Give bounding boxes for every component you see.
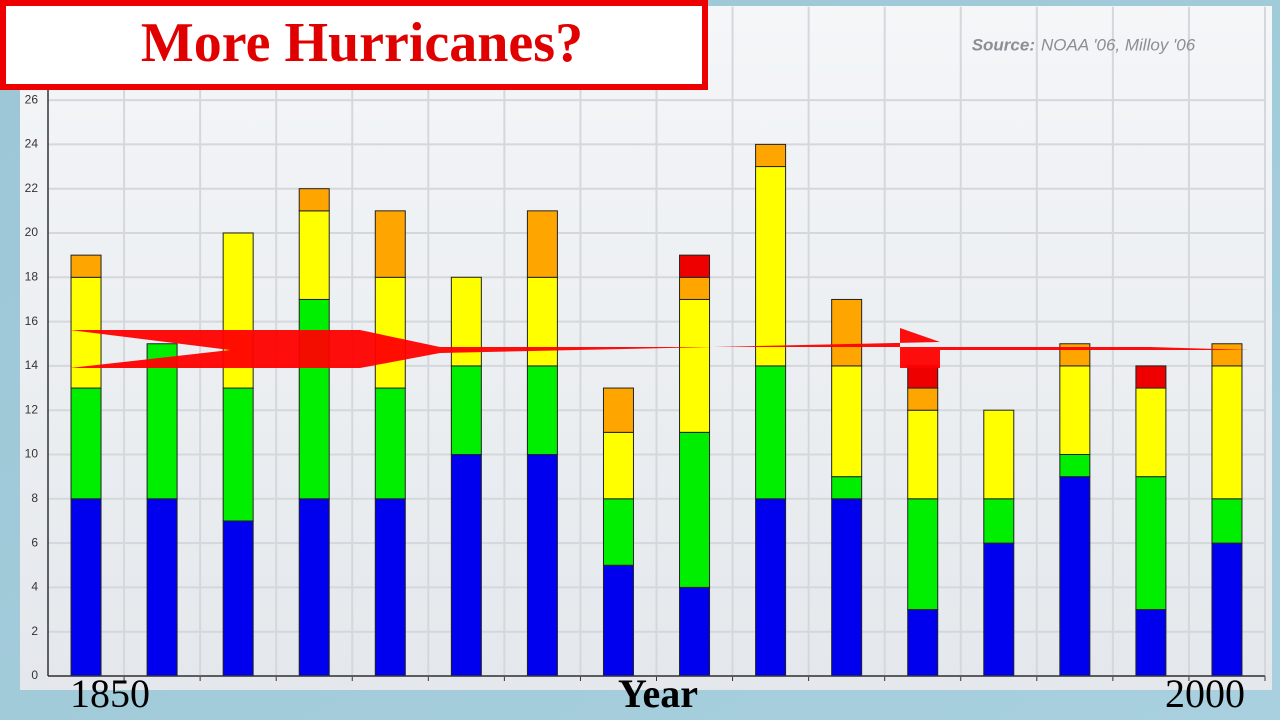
bar-segment (374, 387, 406, 500)
bar-segment (602, 498, 634, 566)
bar-segment (1211, 498, 1243, 544)
y-tick-label: 22 (25, 181, 39, 195)
bar-segment (983, 409, 1015, 500)
y-tick-label: 18 (25, 269, 39, 283)
bar-segment (755, 143, 787, 168)
y-tick-label: 26 (25, 92, 39, 106)
y-tick-label: 14 (25, 358, 39, 372)
bar-segment (679, 276, 711, 300)
bar-segment (907, 387, 939, 411)
bar-segment (983, 498, 1015, 544)
bar-segment (374, 210, 406, 278)
bar-segment (374, 276, 406, 389)
bar-segment (1135, 387, 1167, 478)
bar-segment (298, 498, 330, 677)
bar-segment (755, 166, 787, 367)
bar-segment (679, 298, 711, 433)
bar-segment (907, 409, 939, 500)
bar-segment (755, 365, 787, 500)
bar-segment (146, 498, 178, 677)
chart-title: More Hurricanes? (141, 12, 583, 74)
bar-segment (1059, 365, 1091, 455)
bar-segment (526, 453, 558, 677)
y-tick-label: 0 (31, 668, 38, 682)
x-tick-label: 2000 (1165, 671, 1245, 716)
bar-segment (679, 586, 711, 677)
bar-segment (831, 476, 863, 500)
source-label: Source: (972, 35, 1035, 54)
y-tick-label: 16 (25, 314, 39, 328)
bar-segment (298, 188, 330, 212)
bar-segment (1135, 365, 1167, 389)
bar-segment (70, 254, 102, 278)
bar-segment (679, 254, 711, 278)
y-tick-label: 10 (25, 447, 39, 461)
bar-segment (755, 498, 787, 677)
bar-segment (1211, 365, 1243, 500)
bar-segment (1211, 542, 1243, 677)
bar-segment (526, 365, 558, 455)
bar-segment (907, 609, 939, 677)
y-tick-label: 24 (25, 137, 39, 151)
bar-segment (526, 210, 558, 278)
bar-segment (831, 365, 863, 478)
y-tick-label: 20 (25, 225, 39, 239)
bar-segment (1135, 609, 1167, 677)
y-tick-label: 4 (31, 580, 38, 594)
source-text: NOAA '06, Milloy '06 (1041, 35, 1196, 54)
bar-segment (602, 564, 634, 677)
bar-segment (1059, 453, 1091, 478)
bar-segment (374, 498, 406, 677)
bar-segment (602, 387, 634, 433)
bar-segment (679, 431, 711, 588)
bar-segment (831, 298, 863, 367)
bar-segment (526, 276, 558, 367)
bar-segment (70, 387, 102, 500)
bar-segment (983, 542, 1015, 677)
bar-segment (831, 498, 863, 677)
bar-segment (298, 298, 330, 500)
y-tick-label: 2 (31, 624, 38, 638)
y-tick-label: 12 (25, 402, 39, 416)
bar-segment (146, 343, 178, 500)
y-tick-label: 8 (31, 491, 38, 505)
bar-segment (450, 365, 482, 455)
bar-segment (222, 520, 254, 677)
bar-segment (298, 210, 330, 300)
bar-segment (907, 365, 939, 389)
bar-segment (450, 453, 482, 677)
bar-segment (222, 387, 254, 522)
bar-segment (1135, 476, 1167, 611)
bar-segment (602, 431, 634, 500)
bar-segment (70, 498, 102, 677)
title-box (0, 0, 708, 90)
bar-segment (907, 498, 939, 611)
trend-arrow (70, 328, 1250, 368)
x-tick-label: 1850 (70, 671, 150, 716)
y-tick-label: 6 (31, 535, 38, 549)
bar-segment (1059, 476, 1091, 677)
x-axis-label: Year (618, 671, 698, 716)
bar-segment (1211, 343, 1243, 367)
